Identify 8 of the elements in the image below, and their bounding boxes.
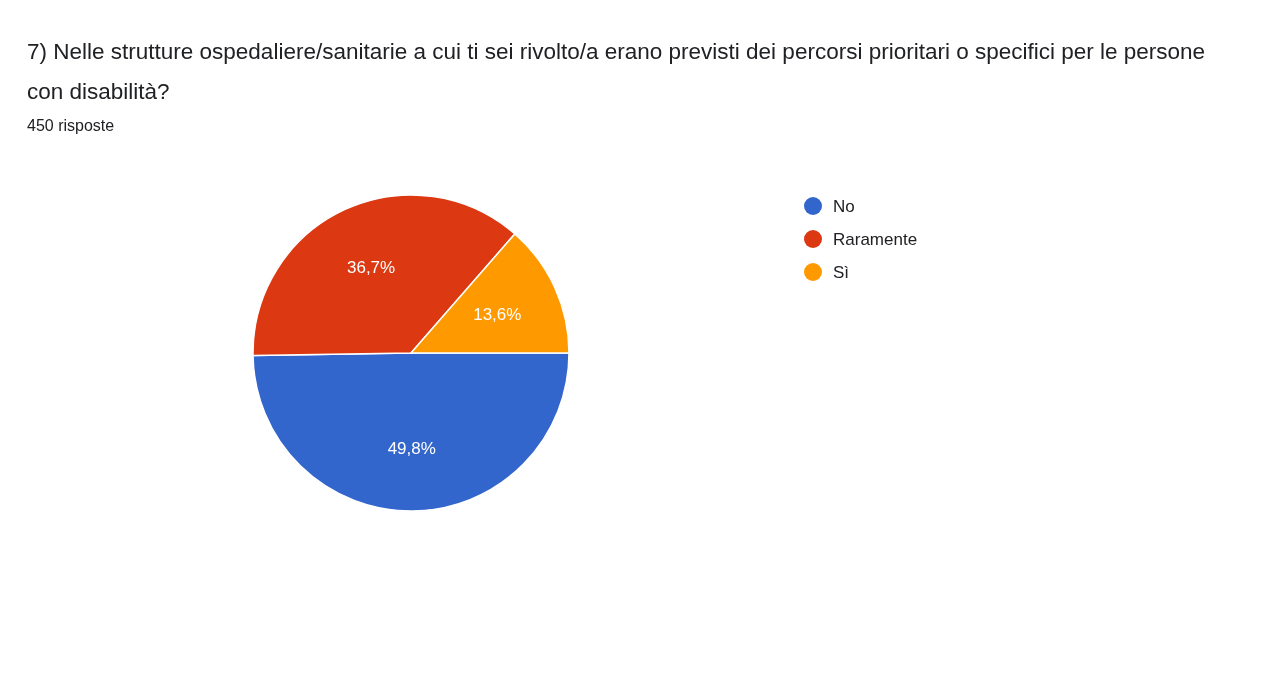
data-label: 36,7% [346, 257, 396, 277]
legend-label: Sì [833, 262, 850, 282]
data-label: 13,6% [473, 304, 522, 324]
data-label: 49,8% [387, 438, 436, 458]
text: 450 risposte [27, 117, 115, 135]
chart-title: 7) Nelle strutture ospedaliere/sanitarie a cui ti sei rivolto/a erano previsti dei percorsi prioritari o specifici per le persone con disabilità? [27, 38, 1207, 106]
legend-label: No [833, 196, 855, 216]
legend-label: Raramente [833, 229, 918, 249]
